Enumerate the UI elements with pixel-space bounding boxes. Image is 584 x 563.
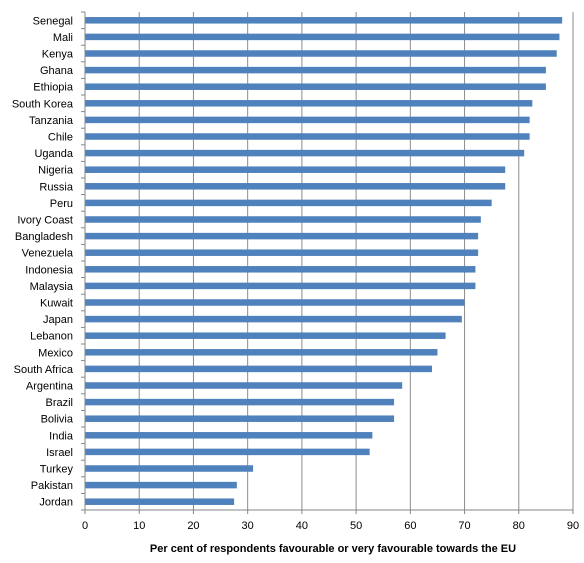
category-label: Japan — [43, 314, 73, 326]
category-label: Kenya — [42, 49, 74, 61]
bar — [85, 183, 506, 190]
bar — [85, 332, 446, 339]
x-tick-label: 90 — [567, 520, 579, 532]
bar — [85, 50, 557, 57]
category-label: Brazil — [45, 397, 73, 409]
category-label: Malaysia — [30, 281, 74, 293]
category-label: South Africa — [14, 364, 74, 376]
category-label: Nigeria — [38, 165, 74, 177]
x-tick-label: 10 — [133, 520, 145, 532]
x-tick-label: 0 — [82, 520, 88, 532]
bar — [85, 498, 235, 505]
category-label: Israel — [46, 447, 73, 459]
category-label: South Korea — [12, 98, 74, 110]
bar — [85, 432, 373, 439]
category-label: Tanzania — [29, 115, 74, 127]
bars — [85, 17, 563, 505]
category-label: Bangladesh — [15, 231, 73, 243]
bar — [85, 448, 370, 456]
bar — [85, 83, 546, 90]
bar — [85, 299, 465, 306]
category-label: Ivory Coast — [17, 215, 73, 227]
bar — [85, 166, 506, 173]
x-axis-title: Per cent of respondents favourable or ve… — [150, 543, 516, 555]
category-label: Mexico — [38, 347, 73, 359]
category-label: Turkey — [40, 464, 74, 476]
x-tick-label: 30 — [242, 520, 254, 532]
category-label: Pakistan — [31, 480, 73, 492]
bar — [85, 249, 479, 256]
bar — [85, 481, 237, 489]
bar — [85, 149, 525, 157]
category-label: Chile — [48, 132, 73, 144]
category-label: Jordan — [39, 497, 73, 509]
bar — [85, 382, 403, 389]
bar — [85, 266, 476, 273]
category-label: Kuwait — [40, 298, 73, 310]
category-label: Bolivia — [41, 414, 74, 426]
axes — [81, 11, 574, 514]
category-labels: Senegal Mali Kenya Ghana Ethiopia South Korea… — [12, 15, 74, 508]
bar — [85, 415, 395, 422]
bar — [85, 17, 563, 24]
bar — [85, 398, 395, 406]
category-label: Uganda — [34, 148, 73, 160]
bar — [85, 66, 546, 74]
x-tick-labels: 0 10 20 30 40 50 60 70 80 90 — [82, 520, 579, 532]
category-label: Russia — [39, 181, 74, 193]
category-label: Argentina — [26, 381, 74, 393]
category-label: Lebanon — [30, 331, 73, 343]
bar — [85, 33, 560, 41]
x-tick-label: 50 — [350, 520, 362, 532]
category-label: Senegal — [33, 15, 73, 27]
category-label: Ghana — [40, 65, 74, 77]
bar — [85, 282, 476, 290]
bar — [85, 365, 433, 373]
bar — [85, 349, 438, 356]
category-label: Ethiopia — [33, 82, 74, 94]
category-label: Mali — [53, 32, 73, 44]
bar — [85, 465, 254, 472]
bar — [85, 116, 530, 124]
bar — [85, 216, 481, 223]
category-label: Indonesia — [25, 264, 74, 276]
category-label: Venezuela — [22, 248, 74, 260]
x-tick-label: 20 — [187, 520, 199, 532]
x-tick-label: 60 — [404, 520, 416, 532]
bar — [85, 199, 492, 207]
x-tick-label: 70 — [458, 520, 470, 532]
bar — [85, 133, 530, 140]
bar — [85, 100, 533, 107]
category-label: Peru — [50, 198, 73, 210]
bar — [85, 232, 479, 240]
gridlines — [138, 12, 574, 510]
x-tick-label: 40 — [296, 520, 308, 532]
category-label: India — [49, 430, 74, 442]
bar — [85, 315, 462, 323]
x-tick-label: 80 — [513, 520, 525, 532]
